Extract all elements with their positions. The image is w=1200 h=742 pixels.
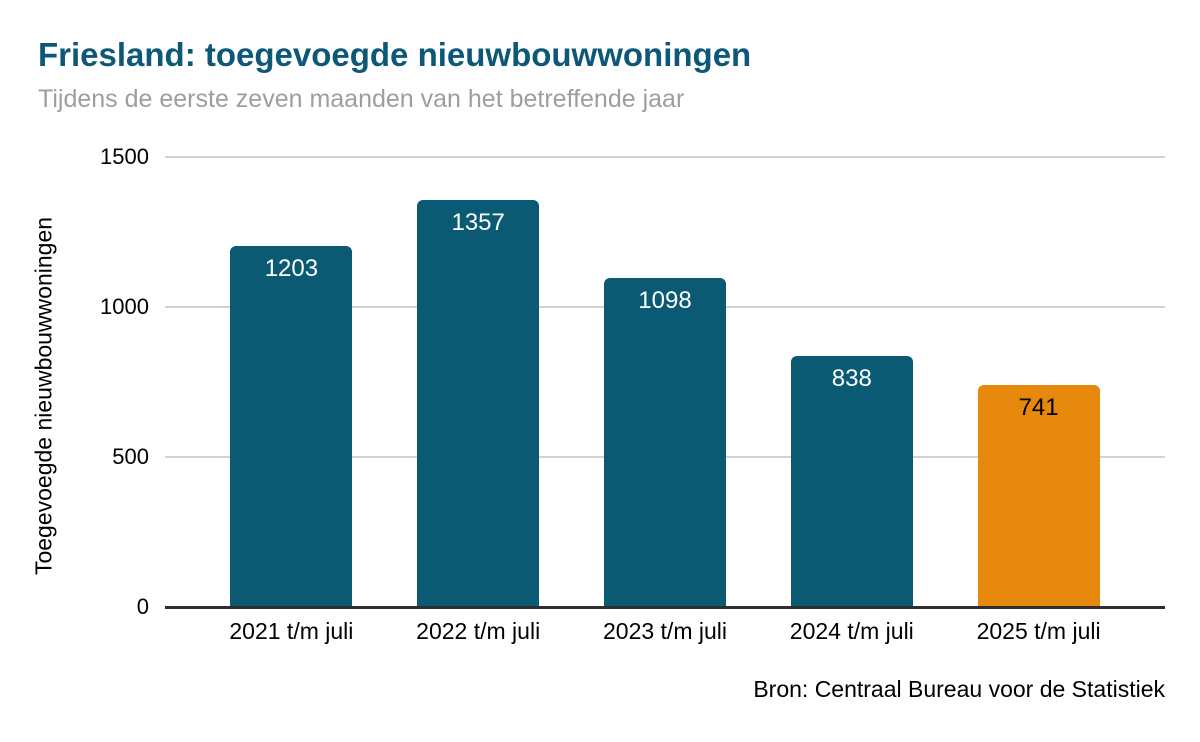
- bar-value-label: 838: [831, 364, 872, 392]
- y-tick-label-1000: 1000: [100, 294, 149, 319]
- y-tick-label-0: 0: [136, 594, 149, 619]
- x-tick-label-2021: 2021 t/m juli: [229, 618, 354, 644]
- bar-2021: 1203: [230, 246, 353, 607]
- bar-2024: 838: [790, 355, 913, 607]
- bar-value-label: 741: [1018, 393, 1059, 421]
- gridline-1500: [165, 156, 1165, 158]
- y-tick-label-1500: 1500: [100, 144, 149, 169]
- bar-value-label: 1203: [264, 255, 319, 283]
- bar-value-label: 1357: [451, 208, 505, 236]
- x-tick-label-2024: 2024 t/m juli: [789, 618, 914, 644]
- bar-2022: 1357: [417, 199, 540, 607]
- x-axis-line: [165, 606, 1165, 609]
- x-tick-label-2025: 2025 t/m juli: [976, 618, 1101, 644]
- x-tick-label-2023: 2023 t/m juli: [602, 618, 727, 644]
- bar-2023: 1098: [604, 277, 726, 607]
- bar-2025: 741: [977, 384, 1100, 607]
- bar-value-label: 1098: [638, 286, 692, 314]
- x-tick-label-2022: 2022 t/m juli: [416, 618, 541, 644]
- chart-subtitle: Tijdens de eerste zeven maanden van het …: [38, 85, 685, 113]
- y-tick-label-500: 500: [112, 444, 149, 469]
- chart-title: Friesland: toegevoegde nieuwbouwwoningen: [38, 36, 752, 73]
- source-attribution: Bron: Centraal Bureau voor de Statistiek: [753, 676, 1165, 702]
